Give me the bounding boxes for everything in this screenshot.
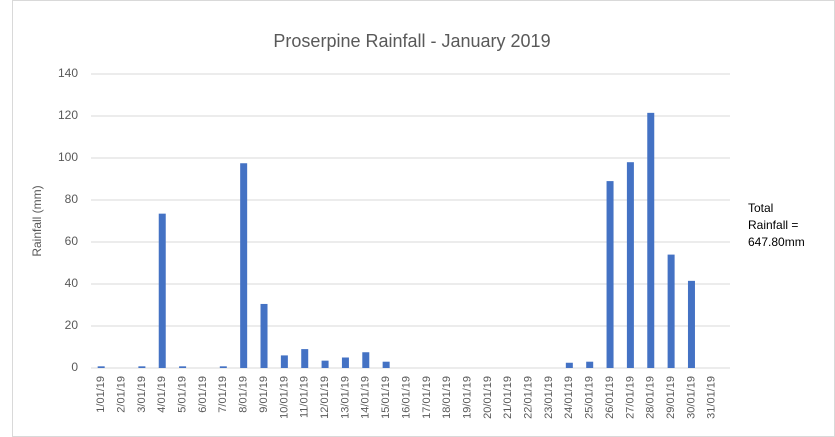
bar: [565, 362, 573, 368]
x-tick-label: 13/01/19: [339, 376, 351, 419]
x-tick-label: 15/01/19: [380, 376, 392, 419]
bar: [606, 181, 614, 368]
y-tick-label: 120: [58, 108, 78, 122]
x-tick-label: 9/01/19: [258, 376, 270, 413]
bar: [687, 280, 695, 368]
x-tick-label: 19/01/19: [461, 376, 473, 419]
x-tick-label: 21/01/19: [502, 376, 514, 419]
y-tick-label: 60: [65, 234, 79, 248]
x-tick-label: 22/01/19: [523, 376, 535, 419]
bar: [586, 361, 594, 368]
bar: [138, 366, 146, 368]
y-tick-label: 20: [65, 318, 79, 332]
x-tick-label: 5/01/19: [177, 376, 189, 413]
bar: [382, 361, 390, 368]
x-tick-label: 25/01/19: [584, 376, 596, 419]
bar: [321, 360, 329, 368]
x-tick-label: 31/01/19: [706, 376, 718, 419]
x-tick-label: 11/01/19: [299, 376, 311, 418]
chart-title: Proserpine Rainfall - January 2019: [273, 31, 550, 51]
x-tick-label: 7/01/19: [217, 376, 229, 413]
bar: [240, 163, 248, 368]
x-tick-label: 20/01/19: [482, 376, 494, 419]
x-tick-label: 26/01/19: [604, 376, 616, 419]
x-tick-label: 23/01/19: [543, 376, 555, 419]
x-tick-label: 8/01/19: [238, 376, 250, 413]
x-tick-label: 29/01/19: [665, 376, 677, 419]
x-tick-label: 2/01/19: [115, 376, 127, 413]
y-tick-label: 140: [58, 66, 78, 80]
bar: [647, 112, 655, 368]
x-tick-label: 6/01/19: [197, 376, 209, 413]
y-tick-label: 80: [65, 192, 79, 206]
bar: [301, 349, 309, 368]
x-tick-label: 1/01/19: [95, 376, 107, 413]
x-tick-label: 18/01/19: [441, 376, 453, 419]
x-tick-label: 16/01/19: [400, 376, 412, 419]
y-tick-label: 100: [58, 150, 78, 164]
bar: [280, 355, 288, 368]
x-tick-label: 28/01/19: [645, 376, 657, 419]
x-tick-label: 10/01/19: [278, 376, 290, 419]
bar: [158, 213, 166, 368]
y-axis-title: Rainfall (mm): [30, 185, 44, 256]
x-tick-label: 27/01/19: [624, 376, 636, 419]
annotation: Total Rainfall = 647.80mm: [748, 201, 805, 249]
bar: [179, 366, 187, 368]
x-tick-label: 17/01/19: [421, 376, 433, 419]
bar: [626, 162, 634, 368]
x-tick-label: 30/01/19: [685, 376, 697, 419]
x-tick-label: 3/01/19: [136, 376, 148, 413]
bar: [219, 366, 227, 368]
bar: [362, 352, 370, 368]
bar: [260, 303, 268, 368]
y-tick-label: 40: [65, 276, 79, 290]
y-tick-label: 0: [71, 360, 78, 374]
chart-frame: [12, 0, 835, 437]
x-tick-label: 24/01/19: [563, 376, 575, 419]
x-tick-label: 12/01/19: [319, 376, 331, 419]
bar: [341, 357, 349, 368]
bar: [97, 366, 105, 368]
bar: [667, 254, 675, 368]
x-tick-label: 4/01/19: [156, 376, 168, 413]
x-tick-label: 14/01/19: [360, 376, 372, 419]
